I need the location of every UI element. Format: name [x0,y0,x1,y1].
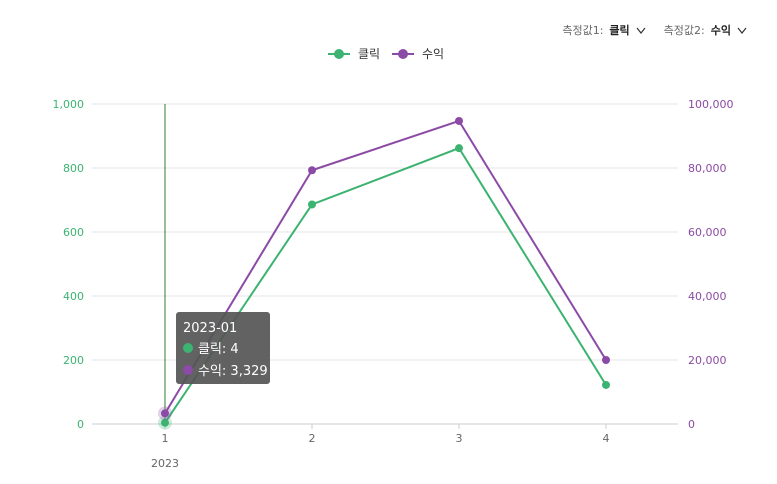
left-tick-label: 400 [63,290,84,303]
tooltip: 2023-01 클릭: 4 수익: 3,329 [176,312,270,384]
left-tick-label: 800 [63,162,84,175]
right-tick-label: 40,000 [688,290,727,303]
tooltip-title: 2023-01 [183,321,237,336]
revenue-line [164,119,607,414]
chevron-down-icon [636,27,646,34]
x-axis: 1 2 3 4 2023 [151,424,610,470]
legend-marker [398,49,408,59]
revenue-point [308,166,316,175]
measure1-value: 클릭 [609,24,630,37]
legend-marker [334,49,344,59]
tooltip-background [176,312,270,384]
left-tick-label: 0 [77,418,84,431]
clicks-point [455,144,463,153]
right-tick-label: 20,000 [688,354,727,367]
chevron-down-icon [737,27,747,34]
series [158,116,610,430]
revenue-point [602,356,610,364]
tooltip-revenue-value: 수익: 3,329 [198,364,268,379]
left-tick-label: 600 [63,226,84,239]
x-tick-label: 3 [456,432,463,445]
tooltip-clicks-marker [183,343,193,353]
x-tick-label: 2 [309,432,316,445]
measure2-dropdown[interactable]: 측정값2: 수익 [664,22,747,38]
legend-label: 수익 [422,47,444,61]
clicks-point [602,380,610,389]
x-group-label: 2023 [151,457,179,470]
measure1-dropdown[interactable]: 측정값1: 클릭 [562,22,646,38]
left-tick-label: 200 [63,354,84,367]
left-axis: 0 200 400 600 800 1,000 [53,98,85,431]
revenue-point [455,116,463,125]
clicks-point [308,200,316,209]
legend: 클릭 수익 [328,47,444,61]
tooltip-revenue-marker [183,365,193,375]
x-tick-label: 4 [603,432,610,445]
measure2-label: 측정값2: [663,24,705,37]
right-axis: 0 20,000 40,000 60,000 80,000 100,000 [688,98,734,431]
legend-label: 클릭 [358,47,380,61]
measure1-label: 측정값1: [562,24,604,37]
tooltip-clicks-value: 클릭: 4 [198,342,239,357]
right-tick-label: 60,000 [688,226,727,239]
left-tick-label: 1,000 [53,98,85,111]
measure2-value: 수익 [710,24,731,37]
x-tick-label: 1 [162,432,169,445]
right-tick-label: 100,000 [688,98,734,111]
right-tick-label: 80,000 [688,162,727,175]
right-tick-label: 0 [688,418,695,431]
revenue-point [161,409,169,418]
clicks-point [161,418,169,427]
measure-controls: 측정값1: 클릭 측정값2: 수익 [562,22,747,38]
